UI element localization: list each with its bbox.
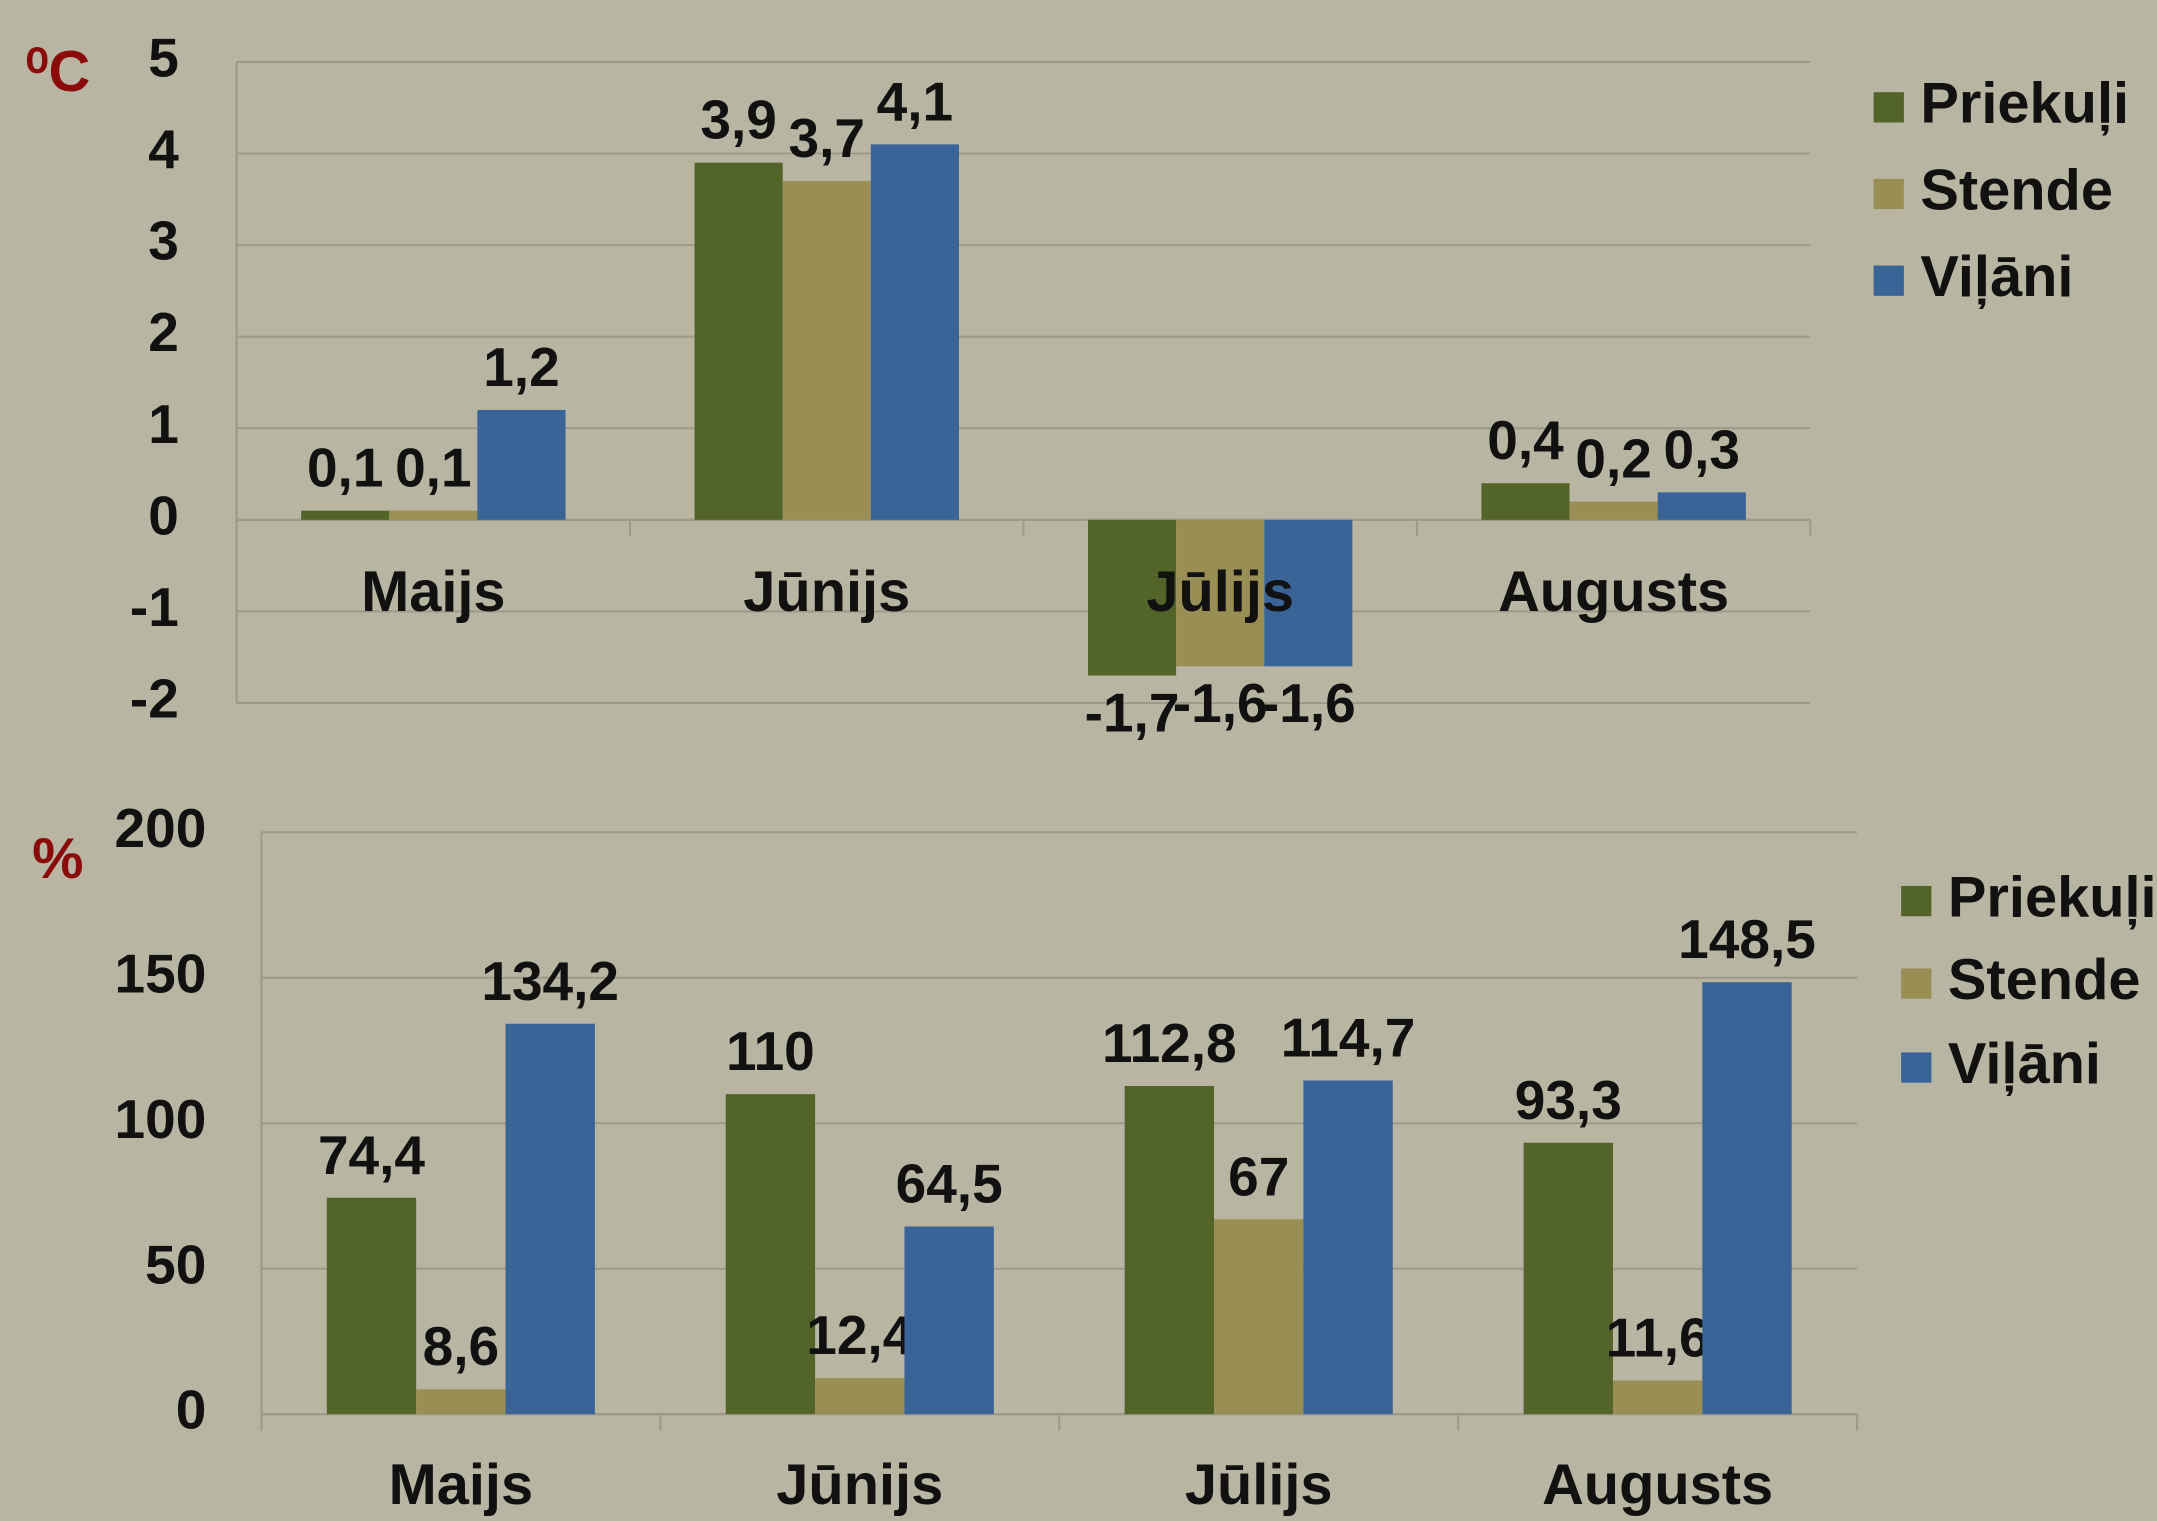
bar xyxy=(870,144,959,520)
data-label: 110 xyxy=(726,1020,815,1082)
y-tick-label: -2 xyxy=(130,668,179,730)
data-label: 3,9 xyxy=(700,89,776,151)
bar xyxy=(1523,1142,1613,1415)
bar xyxy=(326,1197,417,1415)
x-tick-label: Jūnijs xyxy=(776,1453,943,1517)
data-label: 0,1 xyxy=(307,437,383,499)
data-label: -1,7 xyxy=(1085,681,1180,743)
bar xyxy=(1264,519,1353,667)
bar xyxy=(1657,492,1746,520)
y-tick-label: 1 xyxy=(148,393,179,455)
data-label: 93,3 xyxy=(1515,1069,1622,1131)
legend-label: Viļāni xyxy=(1920,245,2073,309)
x-tick-label: Jūnijs xyxy=(743,560,910,624)
bar xyxy=(1214,1219,1304,1415)
x-tick-label: Augusts xyxy=(1542,1453,1773,1517)
legend-swatch xyxy=(1901,1052,1932,1083)
data-label: 11,6 xyxy=(1606,1306,1710,1368)
data-label: 1,2 xyxy=(483,336,559,398)
bar xyxy=(815,1378,905,1415)
y-axis-label: % xyxy=(32,827,83,891)
bar xyxy=(301,510,390,520)
bar xyxy=(782,181,871,520)
bar xyxy=(1612,1380,1703,1415)
data-label: 112,8 xyxy=(1102,1012,1237,1074)
legend-swatch xyxy=(1873,92,1904,123)
data-label: 3,7 xyxy=(789,107,865,169)
y-tick-label: 3 xyxy=(148,210,179,272)
legend-swatch xyxy=(1873,178,1904,210)
legend-label: Priekuļi xyxy=(1920,72,2129,136)
y-tick-label: 50 xyxy=(145,1233,206,1295)
bar xyxy=(1481,483,1570,520)
x-tick-label: Augusts xyxy=(1498,560,1729,624)
legend-label: Stende xyxy=(1948,948,2141,1012)
bar xyxy=(416,1389,506,1415)
data-label: 114,7 xyxy=(1281,1006,1416,1068)
y-tick-label: 150 xyxy=(115,942,207,1004)
data-label: 0,1 xyxy=(395,437,471,499)
legend-label: Viļāni xyxy=(1948,1032,2101,1096)
data-label: 0,3 xyxy=(1664,418,1740,480)
bar xyxy=(1702,982,1792,1415)
data-label: 8,6 xyxy=(423,1315,499,1377)
data-label: 0,2 xyxy=(1575,428,1651,490)
data-label: -1,6 xyxy=(1261,672,1356,734)
data-label: 0,4 xyxy=(1487,409,1564,471)
x-tick-label: Jūlijs xyxy=(1146,560,1294,624)
x-tick-label: Maijs xyxy=(389,1453,533,1517)
data-label: 134,2 xyxy=(481,950,619,1012)
y-tick-label: 100 xyxy=(115,1088,207,1150)
bar xyxy=(1124,1086,1215,1415)
legend-label: Priekuļi xyxy=(1948,865,2157,929)
data-label: 12,4 xyxy=(806,1304,913,1366)
bar xyxy=(505,1023,595,1415)
bar xyxy=(725,1094,816,1415)
y-tick-label: 5 xyxy=(148,26,179,88)
x-tick-label: Maijs xyxy=(361,560,505,624)
legend-swatch xyxy=(1901,885,1932,917)
bar xyxy=(694,162,783,520)
bar xyxy=(1087,519,1177,676)
y-tick-label: 0 xyxy=(176,1379,207,1441)
y-tick-label: 4 xyxy=(148,118,179,180)
legend-swatch xyxy=(1901,968,1932,999)
y-tick-label: 200 xyxy=(115,797,207,859)
data-label: 148,5 xyxy=(1678,908,1816,970)
y-tick-label: 2 xyxy=(148,301,179,363)
data-label: 67 xyxy=(1228,1145,1289,1207)
data-label: 4,1 xyxy=(877,70,953,132)
bar xyxy=(1303,1080,1393,1415)
y-axis-label: ⁰C xyxy=(25,40,90,104)
y-tick-label: -1 xyxy=(130,576,179,638)
bar xyxy=(477,409,566,520)
bar xyxy=(1176,519,1265,667)
bar xyxy=(389,510,478,520)
legend-label: Stende xyxy=(1920,158,2113,222)
bar xyxy=(904,1226,994,1415)
bar xyxy=(1569,501,1658,520)
data-label: 74,4 xyxy=(318,1124,425,1186)
legend-swatch xyxy=(1873,265,1904,296)
y-tick-label: 0 xyxy=(148,484,179,546)
data-label: 64,5 xyxy=(896,1153,1003,1215)
data-label: -1,6 xyxy=(1173,672,1268,734)
x-tick-label: Jūlijs xyxy=(1185,1453,1333,1517)
